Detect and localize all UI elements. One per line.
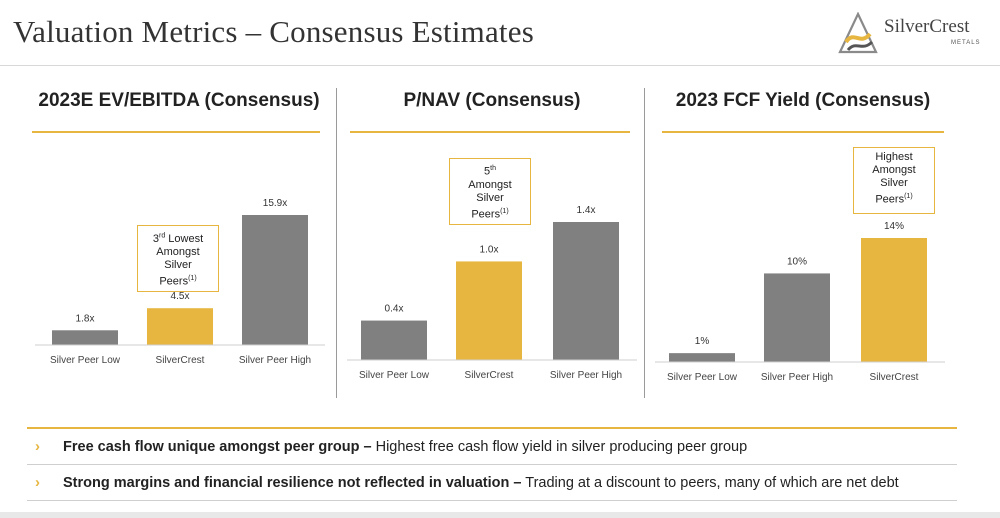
data-label: 1.8x xyxy=(76,313,95,324)
category-label: Silver Peer High xyxy=(239,355,311,366)
category-label: SilverCrest xyxy=(156,355,205,366)
category-label: Silver Peer High xyxy=(761,372,833,383)
panel-title: 2023E EV/EBITDA (Consensus) xyxy=(38,90,320,111)
logo-subtext: METALS xyxy=(951,40,981,46)
takeaway-item: › Free cash flow unique amongst peer gro… xyxy=(27,427,957,464)
takeaways-list: › Free cash flow unique amongst peer gro… xyxy=(27,427,957,501)
category-label: SilverCrest xyxy=(870,372,919,383)
callout-line: Silver xyxy=(476,191,504,204)
category-label: Silver Peer Low xyxy=(359,370,430,381)
fcf-yield-chart: 1% Silver Peer Low 10% Silver Peer High 14% S… xyxy=(655,221,945,383)
callout-line: 5th xyxy=(484,165,496,178)
callout-line: Highest xyxy=(875,151,913,163)
page-title: Valuation Metrics – Consensus Estimates xyxy=(13,14,534,49)
category-label: SilverCrest xyxy=(465,370,514,381)
bar-silver-peer-high xyxy=(242,215,308,345)
header-divider xyxy=(0,65,1000,66)
bar-silvercrest xyxy=(861,238,927,362)
callout-line: Silver xyxy=(164,258,192,271)
bar-silver-peer-low xyxy=(669,353,735,362)
takeaway-text: Free cash flow unique amongst peer group… xyxy=(63,439,748,455)
category-label: Silver Peer Low xyxy=(50,355,121,366)
callout-line: Peers(1) xyxy=(159,274,197,288)
callout-line: Peers(1) xyxy=(471,207,509,221)
panel-fcf-yield: 2023 FCF Yield (Consensus) xyxy=(655,80,951,400)
callout-line: 3rd Lowest xyxy=(152,232,204,245)
logo-wordmark: SilverCrest xyxy=(884,16,970,37)
callout-p-nav: 5th Amongst Silver Peers(1) xyxy=(449,158,531,225)
bar-silver-peer-low xyxy=(52,330,118,345)
data-label: 14% xyxy=(884,221,904,232)
panel-divider xyxy=(644,88,645,398)
callout-line: Peers(1) xyxy=(875,193,913,206)
silvercrest-logo: SilverCrest METALS xyxy=(838,12,998,56)
panel-rule xyxy=(350,131,630,133)
footer-strip xyxy=(0,512,1000,518)
panel-rule xyxy=(32,131,320,133)
bar-silver-peer-high xyxy=(764,273,830,362)
panel-title: 2023 FCF Yield (Consensus) xyxy=(675,90,931,111)
category-label: Silver Peer High xyxy=(550,370,622,381)
data-label: 0.4x xyxy=(385,304,404,315)
logo-mark-icon xyxy=(838,12,878,54)
data-label: 1% xyxy=(695,336,710,347)
callout-line: Silver xyxy=(880,177,908,189)
callout-line: Amongst xyxy=(872,164,916,176)
chevron-right-icon: › xyxy=(35,474,40,491)
bar-silvercrest xyxy=(147,308,213,345)
takeaway-text: Strong margins and financial resilience … xyxy=(63,475,899,491)
panel-ev-ebitda: 2023E EV/EBITDA (Consensus) xyxy=(20,80,338,400)
data-label: 1.4x xyxy=(577,205,596,216)
callout-line: Amongst xyxy=(468,178,512,191)
bar-silvercrest xyxy=(456,261,522,360)
ev-ebitda-chart: 1.8x Silver Peer Low 4.5x SilverCrest 15.9x S… xyxy=(35,198,325,366)
category-label: Silver Peer Low xyxy=(667,372,738,383)
panel-p-nav: P/NAV (Consensus) xyxy=(350,80,634,400)
data-label: 1.0x xyxy=(480,244,499,255)
takeaway-item: › Strong margins and financial resilienc… xyxy=(27,464,957,501)
data-label: 15.9x xyxy=(263,198,287,209)
bar-silver-peer-high xyxy=(553,222,619,360)
p-nav-chart: 0.4x Silver Peer Low 1.0x SilverCrest 1.4x Si… xyxy=(347,205,637,381)
panel-rule xyxy=(662,131,944,133)
bar-silver-peer-low xyxy=(361,320,427,360)
callout-line: Amongst xyxy=(156,245,200,258)
callout-ev-ebitda: 3rd Lowest Amongst Silver Peers(1) xyxy=(137,225,219,292)
callout-fcf-yield: Highest Amongst Silver Peers(1) xyxy=(853,147,935,214)
panel-divider xyxy=(336,88,337,398)
panel-title: P/NAV (Consensus) xyxy=(403,90,581,111)
chevron-right-icon: › xyxy=(35,438,40,455)
data-label: 10% xyxy=(787,256,807,267)
data-label: 4.5x xyxy=(171,291,190,302)
